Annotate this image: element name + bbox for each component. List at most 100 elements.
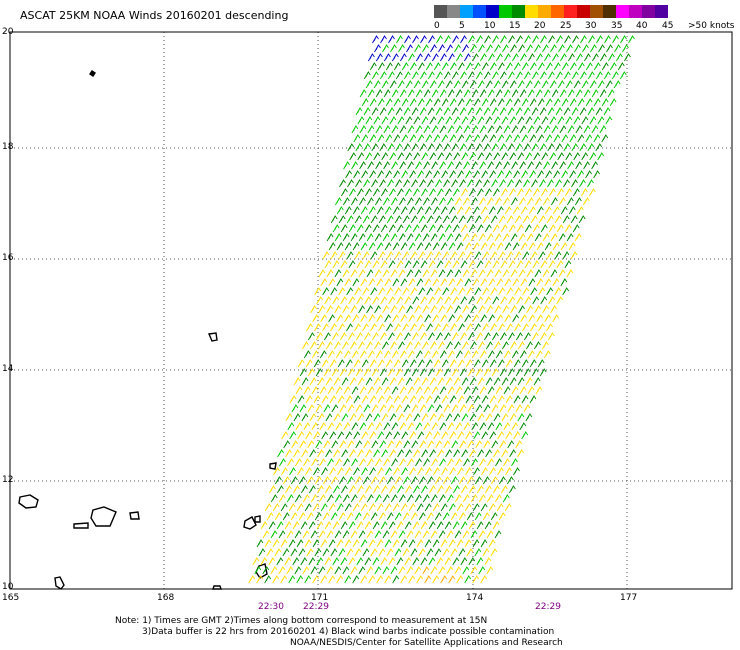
wind-barb (403, 179, 410, 188)
wind-barb (583, 125, 591, 134)
wind-barb (549, 116, 557, 125)
wind-barb (523, 179, 530, 188)
wind-barb (365, 449, 372, 458)
wind-barb (379, 440, 387, 449)
wind-barb (442, 512, 450, 521)
wind-barb (350, 566, 358, 575)
wind-barb (404, 557, 412, 566)
wind-barb (353, 134, 361, 143)
wind-barb (532, 260, 540, 269)
wind-barb (321, 395, 329, 404)
wind-barb (609, 98, 617, 107)
wind-barb (256, 575, 264, 584)
legend-label: 45 (662, 21, 674, 31)
wind-barb (497, 395, 505, 404)
wind-barb (439, 422, 447, 431)
wind-barb (331, 368, 339, 377)
wind-barb (543, 89, 551, 98)
wind-barb (360, 503, 368, 512)
wind-barb (401, 395, 409, 404)
wind-barb (374, 494, 382, 503)
wind-barb (465, 359, 473, 368)
wind-barb (486, 530, 494, 539)
wind-barb (559, 89, 567, 98)
wind-barb (302, 530, 310, 539)
wind-barb (438, 305, 445, 314)
legend-swatch (616, 5, 629, 18)
wind-barb (474, 215, 482, 224)
wind-barb (296, 503, 304, 512)
wind-barb (441, 170, 448, 179)
wind-barb (546, 323, 553, 332)
wind-barb (468, 224, 476, 233)
wind-barb (382, 494, 390, 503)
wind-barb (564, 260, 572, 269)
wind-barb (346, 287, 354, 296)
wind-barb (499, 71, 507, 80)
wind-barb (443, 71, 451, 80)
wind-barb (412, 224, 420, 233)
wind-barb (411, 107, 419, 116)
wind-barb (298, 512, 306, 521)
wind-barb (483, 71, 491, 80)
wind-barb (352, 278, 360, 287)
wind-barb (390, 494, 398, 503)
island-outlines (18, 70, 277, 590)
wind-barb (294, 566, 302, 575)
wind-barb (278, 494, 286, 503)
wind-barb (369, 395, 377, 404)
wind-barb (326, 494, 334, 503)
wind-barb (370, 251, 378, 260)
wind-barb (368, 242, 376, 251)
wind-barb (541, 116, 549, 125)
wind-barb (386, 251, 394, 260)
wind-barb (529, 170, 536, 179)
wind-barb (411, 404, 419, 413)
wind-barb (335, 422, 343, 431)
wind-barb (336, 242, 344, 251)
wind-barb (415, 125, 423, 134)
wind-barb (543, 125, 551, 134)
wind-barb (367, 458, 374, 467)
wind-barb (440, 503, 448, 512)
wind-barb (430, 341, 437, 350)
wind-barb (490, 323, 497, 332)
wind-barb (470, 305, 477, 314)
wind-barb (443, 143, 451, 152)
wind-barb (368, 206, 376, 215)
wind-barb (527, 161, 534, 170)
wind-barb (515, 179, 522, 188)
wind-barb (413, 116, 421, 125)
wind-barb (342, 494, 350, 503)
wind-barb (476, 332, 483, 341)
wind-barb (552, 278, 560, 287)
wind-barb (310, 494, 318, 503)
wind-barb (398, 233, 406, 242)
wind-barb (403, 143, 411, 152)
wind-barb (455, 89, 463, 98)
wind-barb (283, 440, 291, 449)
wind-barb (374, 305, 381, 314)
wind-barb (383, 422, 391, 431)
wind-barb (485, 485, 492, 494)
wind-barb (419, 179, 426, 188)
wind-barb (367, 350, 375, 359)
wind-barb (359, 350, 367, 359)
legend-swatch (512, 5, 525, 18)
wind-barb (599, 125, 607, 134)
wind-barb (299, 368, 307, 377)
wind-barb (475, 71, 483, 80)
wind-barb (519, 350, 527, 359)
wind-barb (541, 80, 549, 89)
wind-barb (453, 449, 460, 458)
wind-barb (394, 323, 401, 332)
wind-barb (463, 161, 470, 170)
wind-barb (462, 233, 470, 242)
wind-barb (456, 278, 464, 287)
wind-barb (480, 53, 487, 62)
wind-barb (473, 431, 481, 440)
wind-barb (404, 296, 412, 305)
legend-swatch (642, 5, 655, 18)
legend-label: 35 (611, 21, 623, 31)
wind-barb (502, 44, 509, 53)
